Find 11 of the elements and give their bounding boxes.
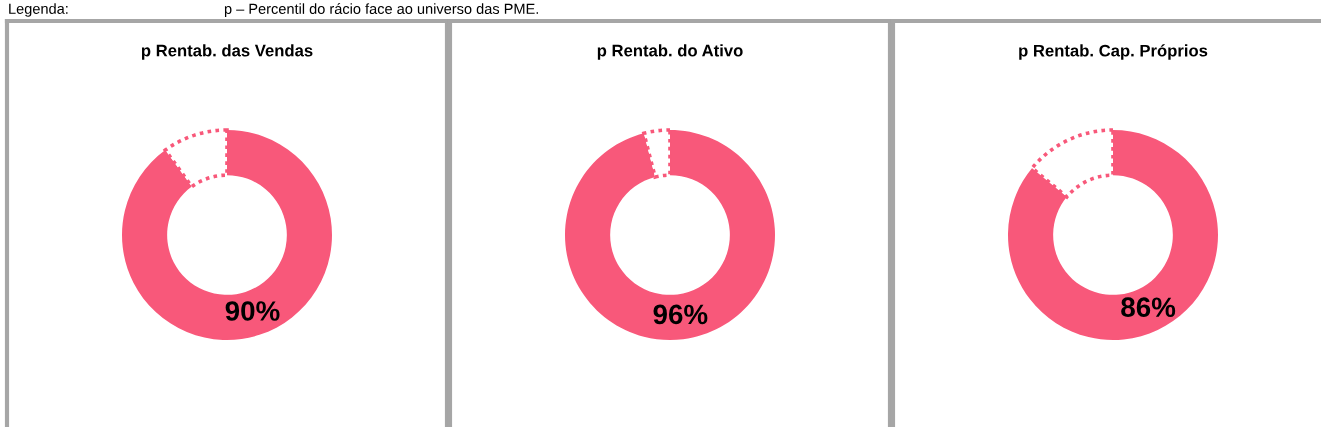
donut-slice <box>565 130 775 340</box>
donut-slice <box>1008 130 1218 340</box>
text: Legenda: <box>9 3 68 17</box>
chart-title: p Rentab. das Vendas <box>141 44 313 60</box>
data-label: 96% <box>653 304 708 325</box>
chart-title: p Rentab. Cap. Próprios <box>1019 44 1208 60</box>
donut-slice <box>122 130 332 340</box>
data-label: 86% <box>1121 297 1176 318</box>
chart-title: p Rentab. do Ativo <box>597 44 743 60</box>
text: p – Percentil do rácio face ao universo das PME. <box>224 3 538 17</box>
data-label: 90% <box>225 301 280 321</box>
